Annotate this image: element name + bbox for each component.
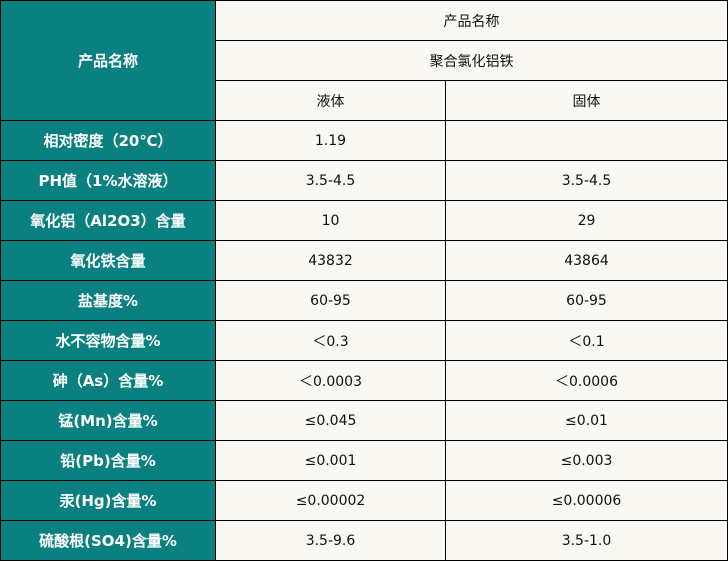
liquid-value: 60-95	[215, 280, 446, 321]
solid-value: ≤0.00006	[445, 480, 728, 521]
row-label: 砷（As）含量%	[0, 360, 216, 401]
liquid-value: 3.5-9.6	[215, 520, 446, 561]
liquid-value: ≤0.001	[215, 440, 446, 481]
row-label: 氧化铁含量	[0, 240, 216, 281]
row-label: 盐基度%	[0, 280, 216, 321]
solid-value: ≤0.01	[445, 400, 728, 441]
solid-value: 3.5-4.5	[445, 160, 728, 201]
table-row: 铅(Pb)含量% ≤0.001 ≤0.003	[0, 440, 728, 481]
liquid-value: ＜0.0003	[215, 360, 446, 401]
liquid-value: ＜0.3	[215, 320, 446, 361]
row-label: 氧化铝（Al2O3）含量	[0, 200, 216, 241]
row-label: 相对密度（20℃）	[0, 120, 216, 161]
solid-value	[445, 120, 728, 161]
row-label: 锰(Mn)含量%	[0, 400, 216, 441]
solid-value: ＜0.1	[445, 320, 728, 361]
header-row-3: 液体 固体	[1, 80, 728, 121]
table-row: PH值（1%水溶液） 3.5-4.5 3.5-4.5	[0, 160, 728, 201]
column-header-liquid: 液体	[215, 80, 446, 121]
liquid-value: 10	[215, 200, 446, 241]
product-name: 聚合氯化铝铁	[215, 40, 728, 81]
row-label: 水不容物含量%	[0, 320, 216, 361]
header-row-2: 聚合氯化铝铁	[1, 40, 728, 81]
liquid-value: 43832	[215, 240, 446, 281]
row-label: 硫酸根(SO4)含量%	[0, 520, 216, 561]
table-row: 盐基度% 60-95 60-95	[0, 280, 728, 321]
solid-value: 60-95	[445, 280, 728, 321]
header-left-label: 产品名称	[0, 0, 216, 121]
table-row: 水不容物含量% ＜0.3 ＜0.1	[0, 320, 728, 361]
table-row: 硫酸根(SO4)含量% 3.5-9.6 3.5-1.0	[0, 520, 728, 561]
solid-value: 43864	[445, 240, 728, 281]
table-row: 汞(Hg)含量% ≤0.00002 ≤0.00006	[0, 480, 728, 521]
row-label: 铅(Pb)含量%	[0, 440, 216, 481]
table-row: 氧化铁含量 43832 43864	[0, 240, 728, 281]
solid-value: 29	[445, 200, 728, 241]
row-label: 汞(Hg)含量%	[0, 480, 216, 521]
header-row-1: 产品名称 产品名称	[0, 0, 728, 121]
solid-value: 3.5-1.0	[445, 520, 728, 561]
table-row: 锰(Mn)含量% ≤0.045 ≤0.01	[0, 400, 728, 441]
liquid-value: ≤0.045	[215, 400, 446, 441]
solid-value: ≤0.003	[445, 440, 728, 481]
table-row: 氧化铝（Al2O3）含量 10 29	[0, 200, 728, 241]
column-header-solid: 固体	[445, 80, 728, 121]
table-row: 砷（As）含量% ＜0.0003 ＜0.0006	[0, 360, 728, 401]
header-top-label: 产品名称	[215, 0, 728, 41]
liquid-value: 1.19	[215, 120, 446, 161]
row-label: PH值（1%水溶液）	[0, 160, 216, 201]
liquid-value: 3.5-4.5	[215, 160, 446, 201]
table-row: 相对密度（20℃） 1.19	[0, 120, 728, 161]
liquid-value: ≤0.00002	[215, 480, 446, 521]
solid-value: ＜0.0006	[445, 360, 728, 401]
